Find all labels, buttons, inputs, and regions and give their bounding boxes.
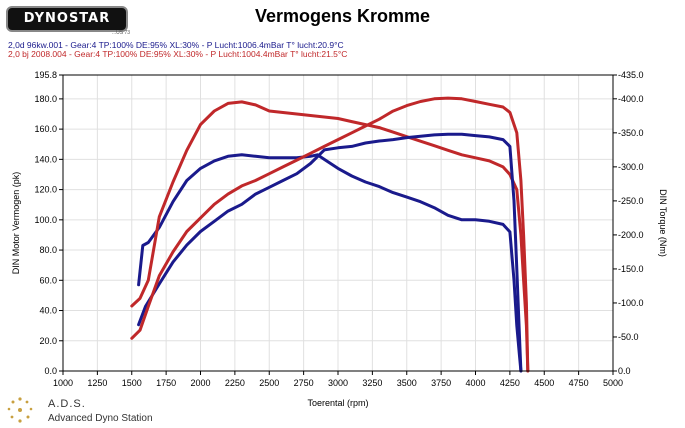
y2-tick-label: -300.0 [618, 162, 644, 172]
y-axis-label: DIN Motor Vermogen (pk) [11, 172, 21, 275]
y2-tick-label: -200.0 [618, 230, 644, 240]
y2-tick-label: -400.0 [618, 94, 644, 104]
x-tick-label: 5000 [603, 378, 623, 388]
x-tick-label: 2000 [190, 378, 210, 388]
logo-subtext: ...US 73 [112, 30, 131, 36]
x-tick-label: 3000 [328, 378, 348, 388]
y2-tick-label: -435.0 [618, 70, 644, 80]
x-tick-label: 1750 [156, 378, 176, 388]
y2-tick-label: -250.0 [618, 196, 644, 206]
y-tick-label: 100.0 [34, 215, 57, 225]
x-tick-label: 2500 [259, 378, 279, 388]
x-tick-label: 1250 [87, 378, 107, 388]
x-axis-label: Toerental (rpm) [307, 398, 368, 408]
y-tick-label: 80.0 [39, 245, 57, 255]
x-tick-label: 4000 [465, 378, 485, 388]
logo-text: DYNOSTAR [23, 11, 111, 26]
y2-tick-label: -100.0 [618, 298, 644, 308]
run-legend-2: 2,0 bj 2008.004 - Gear:4 TP:100% DE:95% … [8, 49, 348, 59]
y2-tick-label: 0.0 [618, 366, 631, 376]
dynostar-logo: DYNOSTAR [6, 6, 128, 32]
ads-logo-icon [7, 397, 33, 423]
x-tick-label: 2250 [225, 378, 245, 388]
y-tick-label: 60.0 [39, 275, 57, 285]
x-tick-label: 1500 [122, 378, 142, 388]
x-tick-label: 4250 [500, 378, 520, 388]
series-lines [130, 96, 530, 373]
y-tick-label: 160.0 [34, 124, 57, 134]
y2-tick-label: -350.0 [618, 128, 644, 138]
x-tick-label: 1000 [53, 378, 73, 388]
run-legend-1: 2,0d 96kw.001 - Gear:4 TP:100% DE:95% XL… [8, 40, 344, 50]
y-tick-label: 20.0 [39, 336, 57, 346]
x-tick-label: 2750 [294, 378, 314, 388]
y-tick-label: 120.0 [34, 185, 57, 195]
y2-tick-label: -150.0 [618, 264, 644, 274]
series-line-3-torque [137, 132, 523, 373]
y-tick-label: 140.0 [34, 154, 57, 164]
footer-ads: A.D.S. [48, 398, 86, 410]
x-tick-label: 3750 [431, 378, 451, 388]
series-line-1-power [137, 153, 523, 373]
series-line-2-power [130, 100, 530, 373]
x-tick-label: 3250 [362, 378, 382, 388]
y-tick-label: 40.0 [39, 306, 57, 316]
footer-name: Advanced Dyno Station [48, 413, 153, 424]
x-tick-label: 4500 [534, 378, 554, 388]
y2-tick-label: -50.0 [618, 332, 639, 342]
y2-axis-label: DIN Torque (Nm) [658, 189, 668, 257]
y-tick-label: 195.8 [34, 70, 57, 80]
chart-title: Vermogens Kromme [254, 6, 431, 26]
x-tick-label: 3500 [397, 378, 417, 388]
y-tick-label: 180.0 [34, 94, 57, 104]
x-tick-label: 4750 [569, 378, 589, 388]
y-tick-label: 0.0 [44, 366, 57, 376]
tick-labels: 1000 1250 1500 1750 2000 2250 2500 2750 3000 3250… [34, 70, 643, 388]
series-line-4-torque [130, 96, 530, 373]
